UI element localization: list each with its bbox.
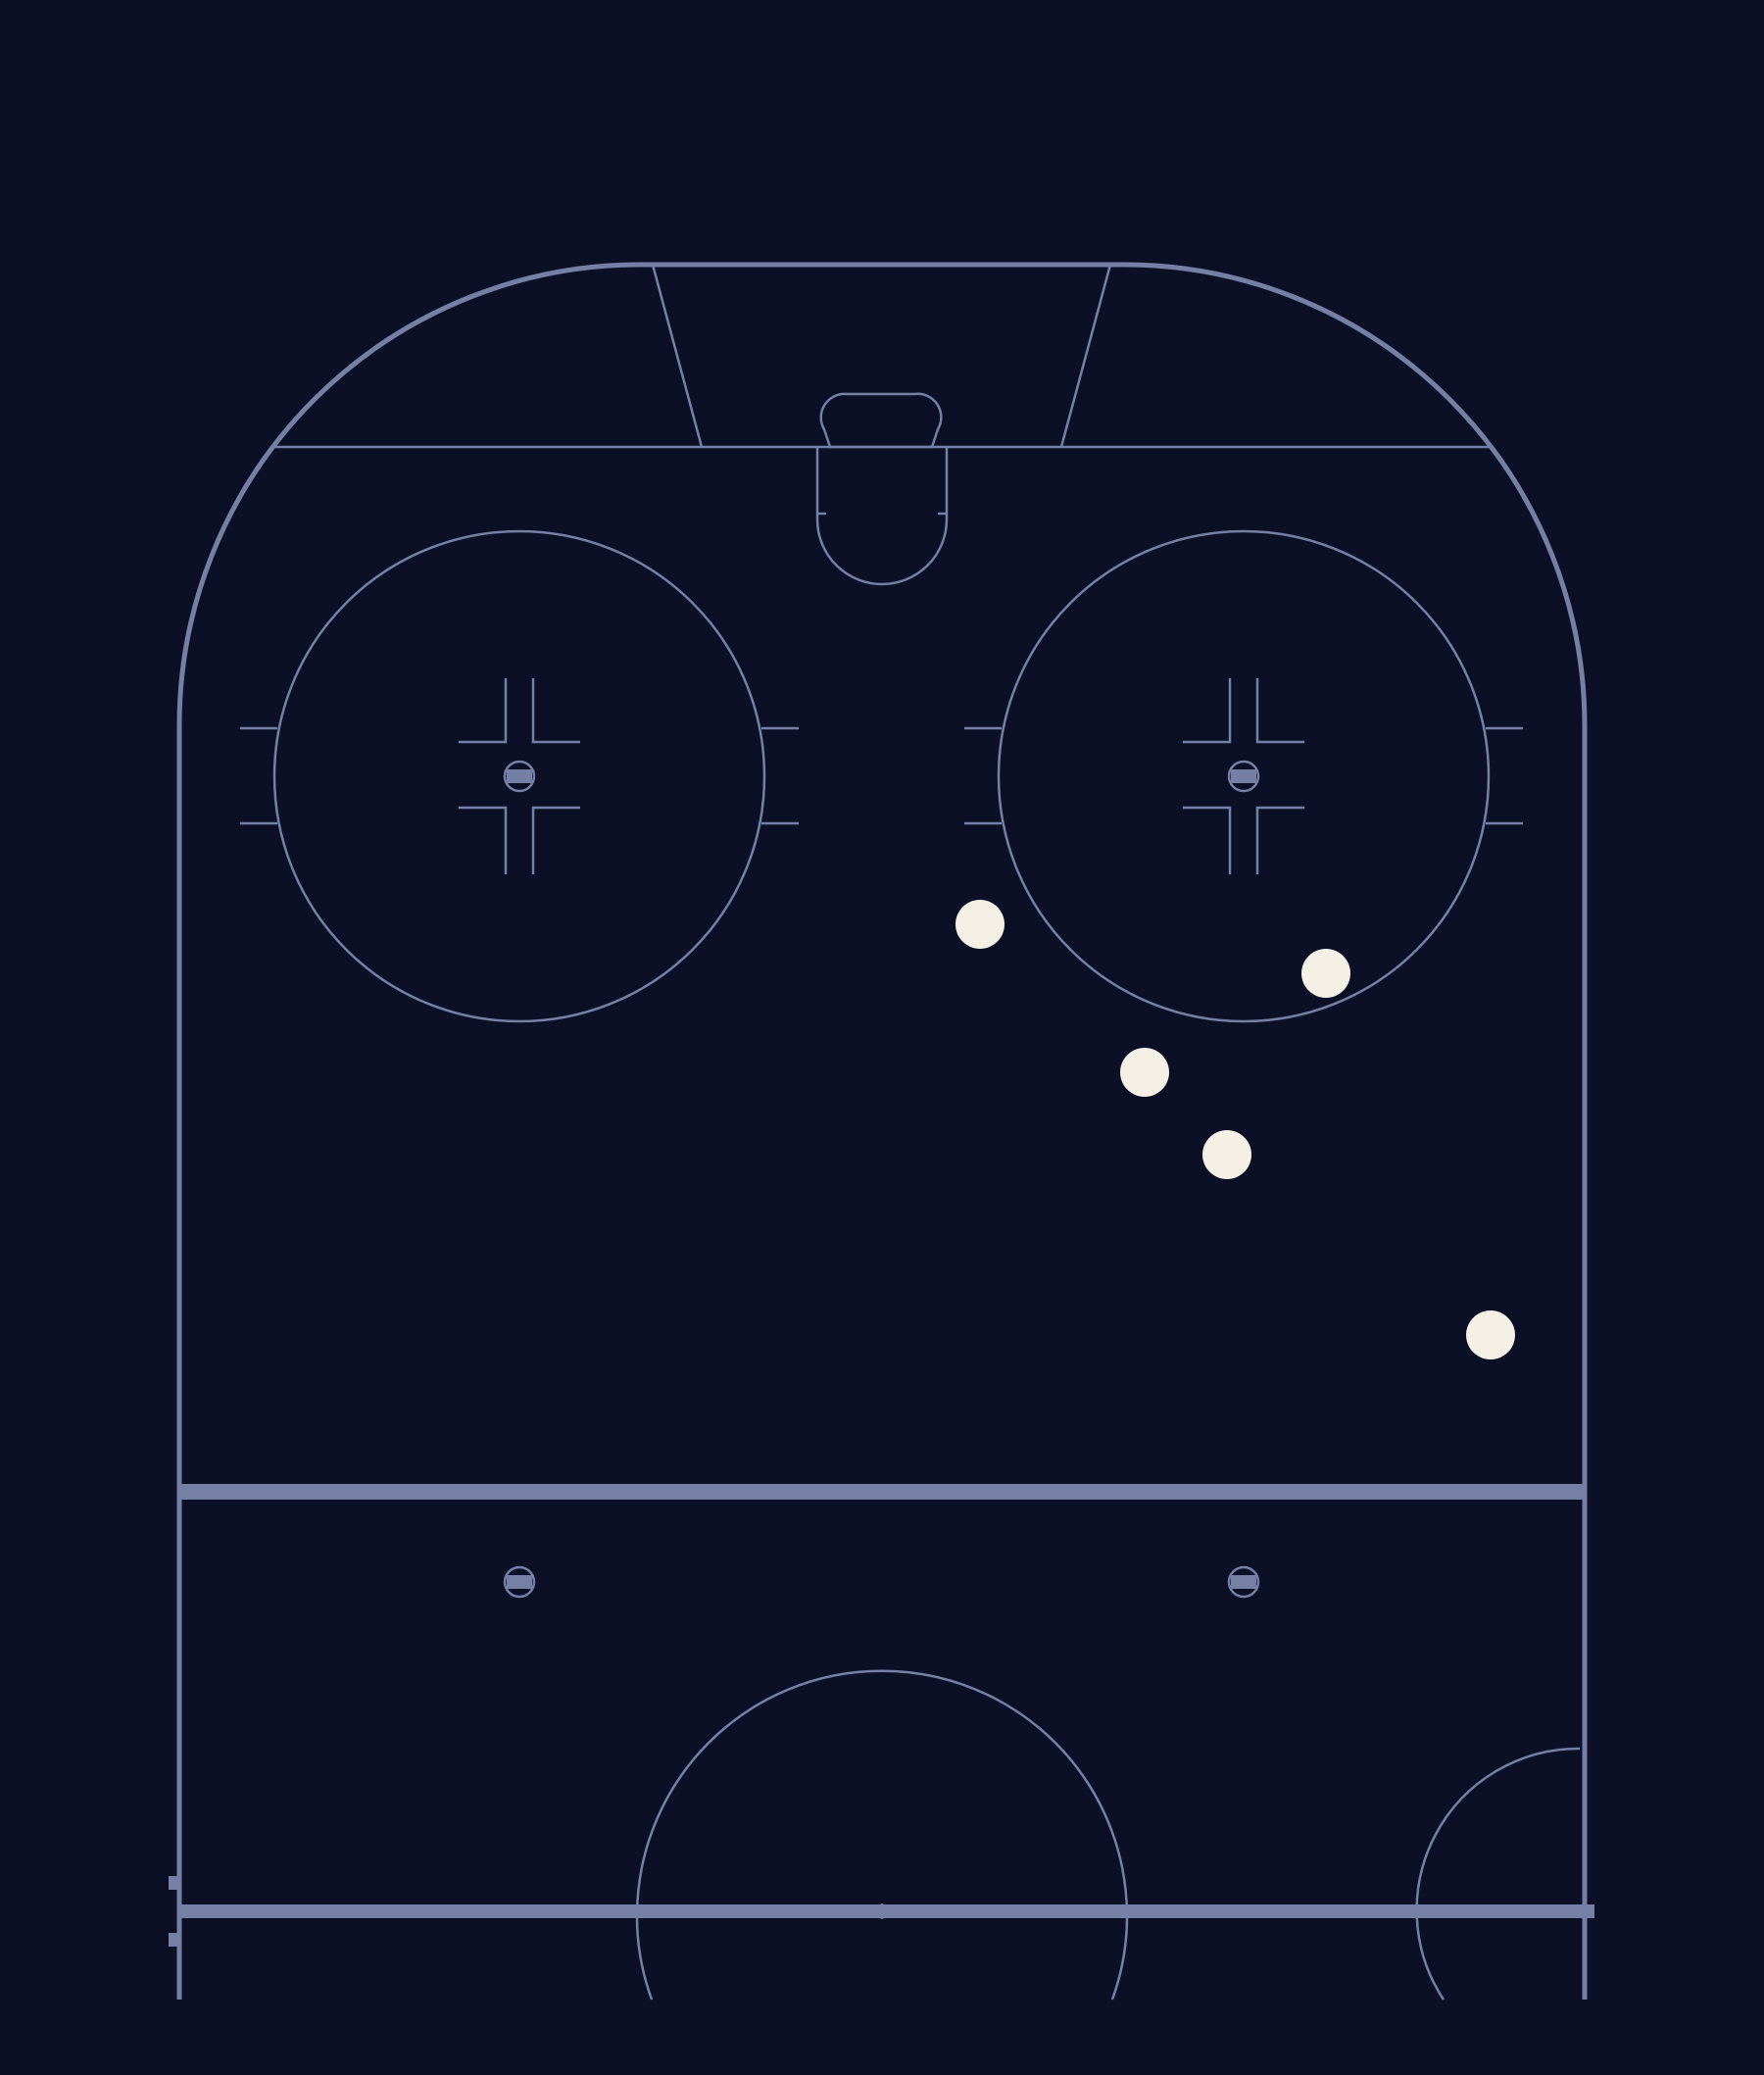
center-line-marker-top	[169, 1876, 179, 1890]
trapezoid-left	[651, 264, 704, 448]
shot-marker[interactable]	[956, 900, 1004, 949]
trapezoid-right	[1059, 264, 1112, 448]
referee-crease	[1415, 1747, 1581, 2001]
center-line-marker-bottom	[169, 1933, 179, 1947]
center-circle	[635, 1669, 1129, 2001]
shots-layer	[956, 900, 1515, 1359]
shot-marker[interactable]	[1202, 1130, 1251, 1179]
faceoff-circle-left	[240, 529, 799, 1023]
shot-marker[interactable]	[1466, 1310, 1515, 1359]
shot-marker[interactable]	[1301, 949, 1350, 998]
rink-boards	[176, 262, 1588, 2000]
shot-marker[interactable]	[1120, 1048, 1169, 1097]
neutral-zone-dot-left	[503, 1565, 536, 1599]
goal-net	[819, 392, 943, 449]
faceoff-circle-right	[964, 529, 1523, 1023]
goal-crease	[815, 447, 949, 586]
neutral-zone-dot-right	[1227, 1565, 1260, 1599]
